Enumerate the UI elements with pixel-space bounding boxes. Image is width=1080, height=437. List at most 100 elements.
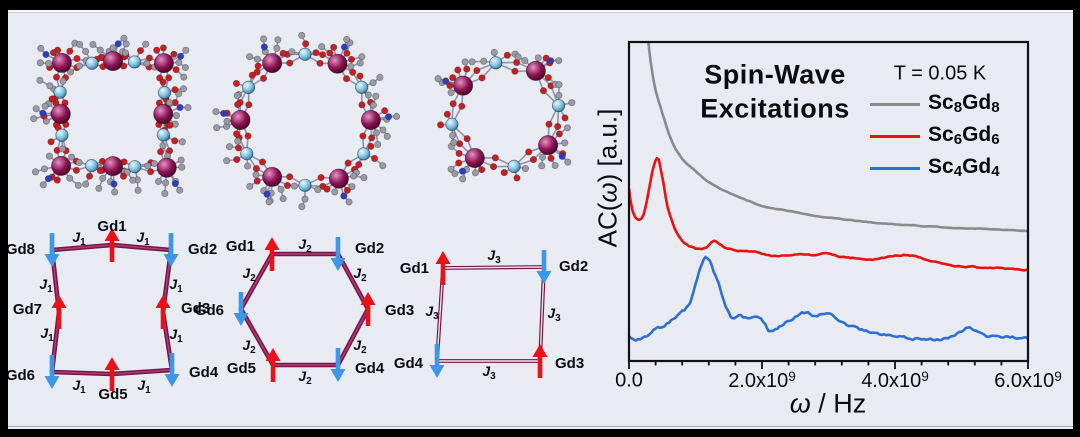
- plot-frame: [627, 40, 1030, 363]
- temperature-annotation: T = 0.05 K: [893, 62, 987, 85]
- spin-arrow-down: [536, 250, 552, 284]
- coupling-label: J3: [547, 305, 561, 324]
- gd-atom: [153, 104, 174, 125]
- coupling-label: J3: [482, 363, 496, 382]
- vertex-label: Gd1: [400, 260, 429, 277]
- legend-label-sc6gd6: Sc6Gd6: [928, 123, 1000, 149]
- gd-atom: [453, 75, 474, 96]
- vertex-label: Gd6: [195, 302, 224, 319]
- spin-arrow-up: [51, 295, 67, 329]
- molecule-sc8gd8: [30, 34, 192, 198]
- coupling-label: J1: [39, 276, 53, 295]
- y-axis-label: AC(ω) [a.u.]: [592, 108, 623, 248]
- coupling-edge-sheen: [51, 371, 113, 375]
- spin-arrow-up: [360, 292, 376, 326]
- gd-atom: [262, 166, 283, 187]
- sc-atom: [55, 128, 69, 142]
- spectrum-chart: [627, 40, 1030, 369]
- coupling-edge-sheen: [337, 308, 369, 366]
- sc-atom: [128, 160, 142, 174]
- metal-atoms: [230, 47, 381, 192]
- spin-arrow-up: [264, 237, 280, 271]
- spin-arrow-up: [435, 251, 451, 285]
- sc-atom: [357, 147, 371, 161]
- gd-atom: [103, 156, 124, 177]
- sc-atom: [127, 55, 142, 69]
- legend-item-sc6gd6: Sc6Gd6: [870, 120, 1000, 152]
- spin-arrow-down: [163, 233, 179, 267]
- gd-atom: [525, 60, 546, 81]
- coupling-edge-sheen: [337, 253, 369, 310]
- coupling-edge-sheen: [240, 253, 273, 310]
- coupling-label: J1: [72, 229, 86, 248]
- legend-item-sc8gd8: Sc8Gd8: [870, 88, 1000, 120]
- gd-atom: [230, 110, 251, 131]
- vertex-label: Gd4: [394, 355, 424, 372]
- sc-atom: [85, 159, 99, 173]
- spin-arrow-down: [44, 355, 60, 389]
- spin-arrow-up: [104, 228, 120, 262]
- sc-atom: [241, 80, 256, 94]
- sc-atom: [53, 85, 67, 99]
- coupling-label: J1: [72, 377, 86, 396]
- series-curves: [629, 42, 1028, 342]
- coupling-label: J2: [353, 337, 367, 356]
- legend-swatch-sc8gd8: [870, 102, 920, 106]
- spin-arrow-down: [164, 353, 180, 387]
- chart-title-line-2: Excitations: [700, 93, 850, 124]
- sc-atom: [445, 117, 459, 131]
- sc-atom: [157, 86, 172, 100]
- spin-diagram-j3-square: Gd1 Gd2 Gd3 Gd4 J3 J3 J3 J3: [394, 247, 588, 382]
- coupling-label: J3: [487, 247, 501, 266]
- vertex-label: Gd8: [8, 241, 35, 258]
- gd-atom: [103, 51, 124, 72]
- coupling-label: J1: [40, 325, 54, 344]
- vertex-label: Gd4: [189, 364, 219, 381]
- spin-arrow-up: [104, 357, 120, 391]
- spin-diagram-j1-octagon: Gd1 Gd2 Gd3 Gd4 Gd5 Gd6 Gd7 Gd8 J1 J1 J1 J1 J1 J1 J1 J1: [6, 218, 219, 403]
- spin-arrow-up: [265, 348, 281, 382]
- gd-atom: [153, 53, 174, 74]
- ligand-atoms: [434, 48, 576, 183]
- x-axis-label: ω / Hz: [789, 388, 867, 419]
- coupling-label: J2: [353, 265, 367, 284]
- vertex-label: Gd2: [559, 258, 588, 275]
- vertex-label: Gd2: [355, 240, 384, 257]
- metal-atoms: [50, 51, 177, 178]
- legend-swatch-sc4gd4: [870, 166, 920, 170]
- spin-arrow-down: [330, 348, 346, 382]
- sc-atom: [298, 47, 312, 61]
- coupling-label: J2: [242, 265, 256, 284]
- figure-panel: Gd1 Gd2 Gd3 Gd4 Gd5 Gd6 Gd7 Gd8 J1 J1 J1 J1 J1 J1 J1 J1…: [6, 10, 1073, 429]
- x-tick-label: 0.0: [615, 369, 643, 392]
- sc-atom: [240, 147, 254, 161]
- gd-atom: [360, 110, 381, 131]
- x-tick-label: 2.0x109: [728, 369, 796, 392]
- sc-atom: [507, 159, 521, 174]
- coupling-edge-sheen: [240, 308, 274, 366]
- spin-arrow-down: [429, 344, 445, 378]
- coupling-edge-sheen: [111, 244, 172, 251]
- coupling-edge-sheen: [51, 244, 113, 251]
- vertex-label: Gd3: [555, 355, 584, 372]
- coupling-edge-sheen: [111, 369, 173, 375]
- gd-atom: [464, 148, 485, 169]
- gd-atom: [328, 168, 349, 189]
- coupling-edge-sheen: [442, 266, 545, 269]
- coupling-label: J1: [136, 229, 150, 248]
- series-line-sc4gd4: [629, 255, 1028, 342]
- legend-label-sc8gd8: Sc8Gd8: [928, 91, 1000, 117]
- legend-swatch-sc6gd6: [870, 134, 920, 138]
- gd-atom: [538, 135, 559, 156]
- gd-atom: [51, 52, 72, 73]
- gd-atom: [262, 53, 283, 74]
- sc-atom: [355, 80, 369, 94]
- vertex-label: Gd5: [98, 386, 127, 403]
- spin-arrow-up: [532, 344, 548, 378]
- vertex-label: Gd6: [8, 367, 35, 384]
- vertex-label: Gd4: [355, 360, 385, 377]
- spin-arrow-down: [44, 233, 60, 267]
- vertex-label: Gd3: [385, 302, 414, 319]
- chart-title-line-1: Spin-Wave: [704, 59, 846, 90]
- vertex-label: Gd5: [227, 360, 256, 377]
